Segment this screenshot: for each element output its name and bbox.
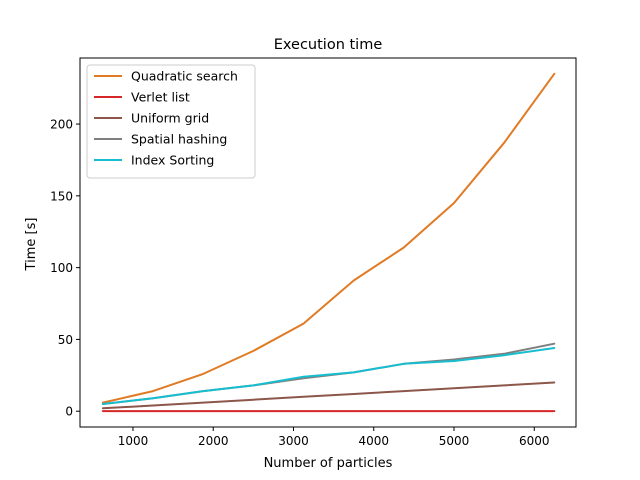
legend-label-0: Quadratic search — [131, 69, 238, 84]
y-tick-label: 100 — [50, 261, 73, 275]
x-tick-label: 6000 — [519, 434, 550, 448]
x-tick-label: 2000 — [198, 434, 229, 448]
x-tick-label: 5000 — [439, 434, 470, 448]
plot-area: 1000 2000 3000 4000 5000 6000 0 50 100 150 200 — [50, 57, 577, 448]
legend-label-1: Verlet list — [131, 90, 190, 105]
x-axis-label: Number of particles — [264, 456, 393, 471]
series-line-0 — [101, 72, 556, 404]
x-tick-label: 3000 — [278, 434, 309, 448]
series-line-2 — [101, 381, 556, 410]
axes-frame — [79, 57, 577, 428]
chart-title: Execution time — [274, 37, 383, 53]
y-tick-label: 0 — [65, 405, 73, 419]
legend-label-4: Index Sorting — [131, 153, 214, 168]
y-tick-label: 200 — [50, 118, 73, 132]
x-tick-label: 4000 — [358, 434, 389, 448]
legend-box — [86, 64, 256, 179]
y-tick-label: 50 — [58, 333, 73, 347]
x-tick-label: 1000 — [118, 434, 149, 448]
legend-label-2: Uniform grid — [131, 111, 209, 126]
legend-label-3: Spatial hashing — [131, 132, 227, 147]
y-tick-label: 150 — [50, 189, 73, 203]
legend: Quadratic search Verlet list Uniform grid S… — [86, 64, 256, 179]
y-axis-label: Time [s] — [24, 218, 39, 272]
series-line-4 — [101, 347, 556, 405]
